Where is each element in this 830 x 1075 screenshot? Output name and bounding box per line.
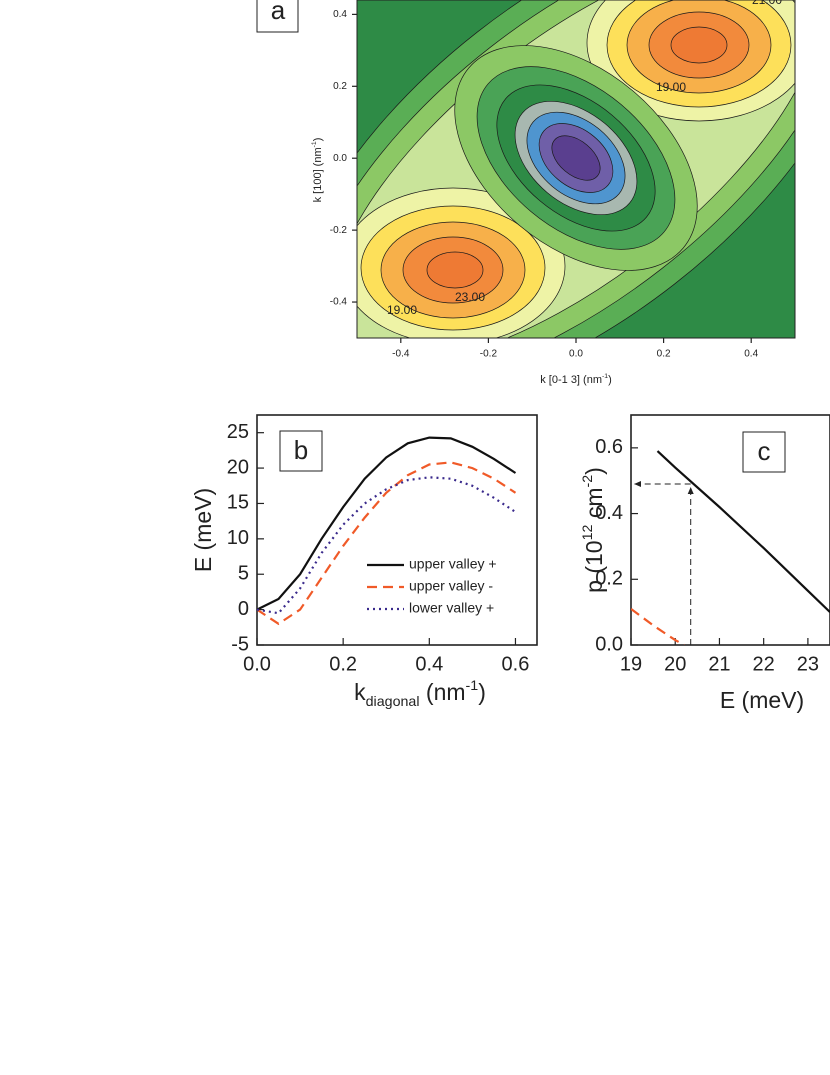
axis-label: p (1012 cm-2) [580, 467, 607, 593]
plot-area [631, 450, 830, 645]
axis-label-part: k [354, 679, 366, 705]
axis-label: E (meV) [190, 488, 216, 572]
x-tick-label: 0.2 [329, 653, 357, 675]
panel-label: a [271, 0, 286, 25]
axis-label-part: cm [581, 487, 607, 524]
x-tick-label: 0.4 [744, 349, 758, 360]
x-tick-label: 22 [753, 653, 775, 675]
y-tick-label: 20 [227, 456, 249, 478]
data-line [656, 450, 830, 613]
data-line [631, 608, 685, 645]
axis-label-part: ) [581, 467, 607, 475]
panel-label-box [279, 430, 323, 472]
x-tick-label: -0.4 [392, 349, 410, 360]
axis-label-part: p (10 [581, 540, 607, 592]
legend-label: upper valley + [409, 556, 497, 572]
y-tick-label: -0.2 [330, 225, 348, 236]
legend-label: lower valley + [409, 600, 494, 616]
axis-label-part: ) [608, 374, 612, 386]
y-tick-label: 5 [238, 563, 249, 585]
axis-label-part: E (meV) [190, 488, 216, 572]
x-tick-label: 0.2 [657, 349, 671, 360]
axis-label-part: -1 [311, 141, 318, 147]
axis-label-part: 12 [580, 524, 596, 540]
y-tick-label: 0.4 [333, 9, 347, 20]
axis-label-part: -1 [466, 678, 479, 694]
data-line [257, 461, 517, 626]
y-tick-label: 0 [238, 598, 249, 620]
x-tick-label: 23 [797, 653, 819, 675]
panel-label-box [742, 431, 786, 473]
axis-label-part: E (meV) [720, 687, 804, 713]
y-tick-label: -5 [231, 633, 249, 655]
axis-label-part: k [0-1 3] (nm [540, 374, 602, 386]
x-tick-label: 0.4 [415, 653, 443, 675]
panel-label: c [758, 436, 771, 466]
x-tick-label: 0.6 [502, 653, 530, 675]
panel-label-box [256, 0, 299, 33]
x-tick-label: -0.2 [480, 349, 498, 360]
axis-label-part: ) [478, 679, 486, 705]
axis-label: k [0-1 3] (nm-1) [540, 373, 611, 386]
axis-label: E (meV) [720, 687, 804, 713]
axis-label-part: -1 [602, 373, 608, 380]
axis-label-part: k [100] (nm [312, 147, 324, 202]
contour-fill [357, 0, 795, 338]
y-tick-label: 0.4 [595, 502, 623, 524]
contour-label: 19.00 [656, 80, 686, 94]
data-line [257, 476, 517, 615]
y-tick-label: 0.6 [595, 436, 623, 458]
contour-label: 19.00 [387, 303, 417, 317]
y-tick-label: 10 [227, 527, 249, 549]
contour-label: 21.00 [752, 0, 782, 7]
x-tick-label: 0.0 [243, 653, 271, 675]
y-tick-label: 25 [227, 421, 249, 443]
y-tick-label: -0.4 [330, 297, 348, 308]
x-tick-label: 21 [708, 653, 730, 675]
y-tick-label: 0.0 [595, 633, 623, 655]
axis-label-part: -2 [580, 475, 596, 488]
axis-label: k [100] (nm-1) [311, 138, 324, 203]
plot-frame [630, 414, 830, 646]
legend-label: upper valley - [409, 578, 493, 594]
axis-label-part: (nm [420, 679, 466, 705]
axis-label: kdiagonal (nm-1) [354, 678, 486, 710]
y-tick-label: 0.2 [333, 81, 347, 92]
axis-label-part: ) [312, 138, 324, 142]
panel-label: b [294, 435, 308, 465]
y-tick-label: 15 [227, 492, 249, 514]
y-tick-label: 0.2 [595, 568, 623, 590]
contour-label: 23.00 [455, 290, 485, 304]
plot-frame [256, 414, 538, 646]
data-line [257, 436, 517, 611]
x-tick-label: 0.0 [569, 349, 583, 360]
x-tick-label: 19 [620, 653, 642, 675]
y-tick-label: 0.0 [333, 153, 347, 164]
axis-label-part: diagonal [366, 694, 420, 710]
x-tick-label: 20 [664, 653, 686, 675]
plot-area [257, 436, 517, 626]
